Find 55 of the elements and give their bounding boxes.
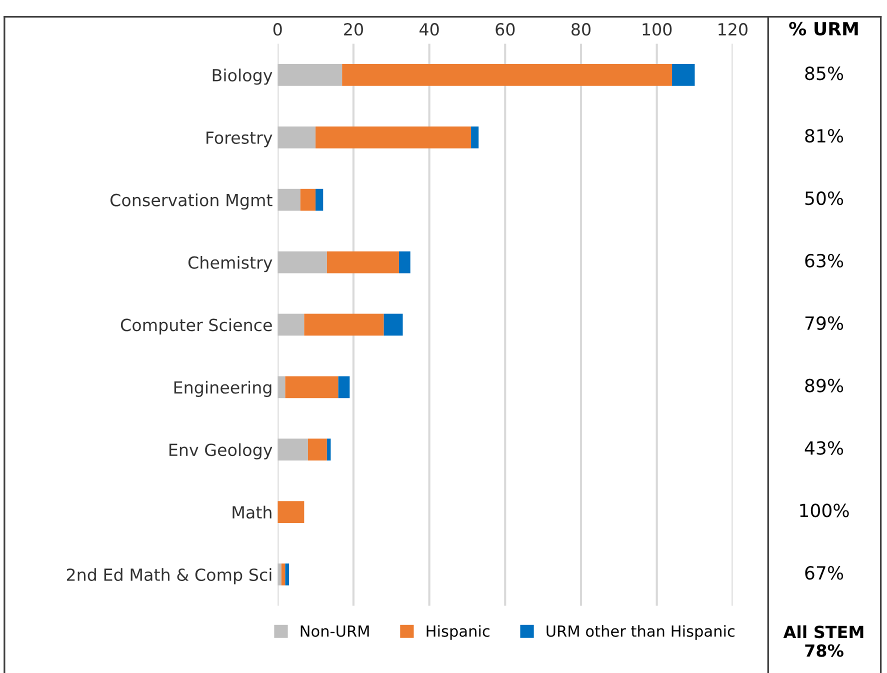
text: 67% (805, 566, 844, 580)
bar (278, 64, 342, 86)
bar (672, 64, 695, 86)
y-tick-label: Computer Science (120, 318, 272, 335)
bar (278, 438, 308, 461)
y-tick-label: Engineering (174, 380, 272, 397)
bar (278, 314, 304, 336)
y-tick-label: Math (232, 506, 272, 519)
bar (398, 251, 410, 274)
legend-label: URM other than Hispanic (546, 625, 734, 640)
y-tick-label: Biology (212, 68, 272, 85)
bar (308, 438, 327, 461)
text: % URM (789, 22, 858, 36)
bar (300, 188, 316, 211)
bar (342, 64, 672, 86)
bar (326, 251, 399, 274)
bar (471, 126, 479, 148)
x-tick-label: 60 (496, 23, 515, 36)
y-tick-label: 2nd Ed Math & Comp Sci (66, 568, 272, 584)
text: 50% (805, 191, 844, 206)
legend-label: Non-URM (300, 626, 369, 637)
x-tick-label: 80 (572, 23, 590, 36)
text: 43% (804, 441, 844, 455)
bar (278, 564, 282, 586)
y-tick-label: Env Geology (170, 443, 272, 460)
bar (285, 376, 338, 398)
text: 81% (805, 128, 844, 143)
bar (278, 251, 327, 274)
text: All STEM 78% (783, 625, 864, 657)
y-tick-label: Forestry (206, 132, 272, 148)
text: 100% (800, 504, 849, 518)
bar (278, 376, 286, 398)
bar (278, 501, 304, 523)
x-tick-label: 100 (642, 23, 672, 36)
legend-label: Hispanic (426, 625, 490, 640)
bar (278, 126, 316, 148)
text: 63% (805, 254, 844, 268)
x-tick-label: 0 (273, 23, 282, 36)
bar (384, 314, 403, 336)
y-tick-label: Conservation Mgmt (110, 194, 272, 210)
bar (326, 438, 331, 461)
text: 79% (805, 316, 844, 330)
x-tick-label: 20 (344, 23, 363, 36)
bar (304, 314, 384, 336)
bar (316, 126, 472, 148)
bar (338, 376, 350, 398)
x-tick-label: 40 (420, 23, 439, 36)
text: 89% (805, 378, 844, 392)
bar (316, 188, 324, 211)
y-tick-label: Chemistry (188, 256, 272, 272)
bar (285, 564, 290, 586)
text: 85% (805, 66, 844, 80)
bar (281, 564, 286, 586)
bar (278, 188, 300, 211)
x-tick-label: 120 (718, 23, 748, 36)
